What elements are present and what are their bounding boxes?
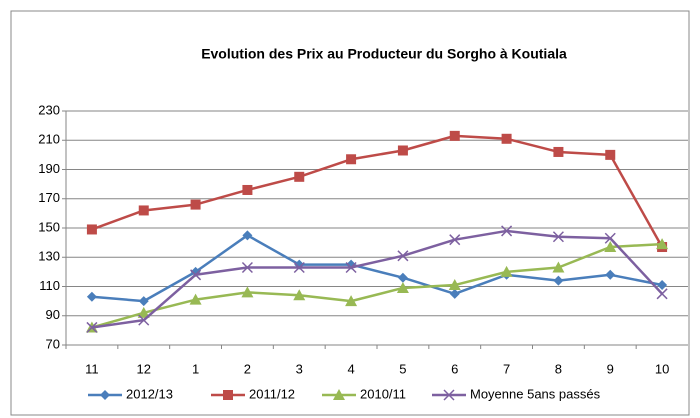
marker (345, 261, 357, 274)
marker (448, 279, 461, 291)
marker (333, 389, 345, 400)
y-tick-label: 230 (38, 102, 60, 117)
marker (189, 293, 202, 305)
marker (190, 199, 201, 210)
y-tick-label: 170 (38, 190, 60, 205)
marker (100, 390, 110, 400)
series-line (91, 234, 663, 303)
marker (190, 269, 202, 281)
x-tick-label: 2 (244, 361, 251, 376)
marker (294, 171, 305, 182)
x-tick-label: 4 (347, 361, 354, 376)
marker (396, 281, 409, 293)
marker (293, 261, 305, 274)
y-tick-label: 150 (38, 219, 60, 234)
x-tick-label: 9 (607, 361, 614, 376)
marker (443, 389, 455, 401)
marker (137, 306, 150, 318)
marker (293, 289, 306, 301)
marker (552, 261, 565, 273)
marker (138, 296, 149, 307)
marker (241, 286, 254, 298)
marker (397, 145, 408, 156)
marker (553, 275, 564, 286)
marker (86, 224, 97, 235)
marker (86, 291, 97, 302)
series-line (91, 134, 664, 248)
marker (552, 231, 564, 243)
legend-label: Moyenne 5ans passés (470, 386, 601, 401)
marker (345, 295, 358, 307)
marker (242, 184, 253, 195)
y-tick-label: 90 (46, 307, 60, 322)
marker (605, 149, 616, 160)
x-tick-label: 10 (655, 361, 669, 376)
marker (449, 288, 460, 299)
marker (656, 238, 669, 250)
marker (242, 230, 253, 241)
marker (501, 225, 513, 237)
x-tick-label: 1 (192, 361, 199, 376)
x-tick-label: 8 (555, 361, 562, 376)
x-tick-label: 5 (399, 361, 406, 376)
marker (397, 272, 408, 283)
marker (346, 154, 357, 165)
y-tick-label: 210 (38, 132, 60, 147)
marker (241, 261, 253, 274)
y-tick-label: 130 (38, 249, 60, 264)
chart-title: Evolution des Prix au Producteur du Sorg… (201, 46, 567, 62)
marker (138, 205, 149, 216)
marker (500, 265, 513, 277)
chart-frame (10, 10, 690, 416)
marker (397, 250, 409, 262)
marker (604, 241, 617, 253)
marker (223, 390, 233, 400)
y-tick-label: 110 (39, 278, 60, 293)
x-tick-label: 12 (137, 361, 151, 376)
marker (449, 130, 460, 141)
marker (138, 314, 150, 326)
marker (604, 232, 616, 244)
marker (86, 321, 98, 333)
x-tick-label: 3 (296, 361, 303, 376)
x-tick-label: 6 (451, 361, 458, 376)
marker (449, 234, 461, 246)
x-tick-label: 11 (85, 361, 99, 376)
marker (656, 288, 668, 300)
marker (553, 146, 564, 157)
marker (657, 280, 668, 291)
marker (501, 133, 512, 144)
marker (605, 269, 616, 280)
legend-label: 2010/11 (360, 386, 406, 401)
legend-label: 2012/13 (126, 386, 173, 401)
y-tick-label: 70 (46, 336, 60, 351)
x-tick-label: 7 (503, 361, 510, 376)
legend-label: 2011/12 (249, 386, 295, 401)
y-tick-label: 190 (38, 161, 60, 176)
series-line (91, 229, 663, 329)
series-line (91, 242, 663, 329)
